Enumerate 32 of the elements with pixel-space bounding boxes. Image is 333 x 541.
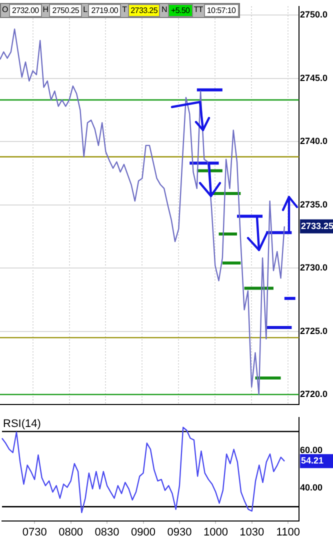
x-tick-label: 0930: [167, 526, 192, 538]
chart-title: RSI(14): [3, 418, 41, 430]
annotation: N: [160, 4, 168, 17]
y-tick-label: 2740.0: [300, 136, 328, 146]
text: 54.21: [301, 456, 324, 466]
x-tick-label: 0730: [22, 526, 47, 538]
y-tick-label: 2730.0: [300, 262, 328, 273]
y-tick-label: 2735.0: [300, 199, 328, 210]
text: 2733.25: [301, 220, 333, 231]
annotation: 2719.00: [88, 4, 122, 17]
x-tick-label: 1100: [276, 526, 300, 538]
annotation: TT: [192, 4, 204, 17]
annotation: 2732.00: [8, 4, 42, 17]
annotation: +5.50: [168, 4, 193, 17]
x-tick-label: 1030: [240, 526, 264, 538]
annotation: O: [1, 4, 9, 17]
x-tick-label: 1000: [203, 526, 228, 538]
annotation: L: [82, 4, 88, 17]
x-tick-label: 0830: [94, 526, 120, 538]
y-tick-label: 2750.0: [300, 10, 328, 20]
y-tick-label: 60.00: [300, 444, 323, 455]
y-tick-label: 2720.0: [300, 388, 328, 399]
annotation: 2750.25: [49, 4, 82, 17]
x-tick-label: 0800: [58, 526, 84, 538]
y-tick-label: 2725.0: [300, 326, 328, 336]
annotation: H: [42, 4, 50, 17]
y-tick-label: 40.00: [300, 482, 323, 492]
annotation: T: [121, 4, 128, 17]
annotation: 10:57:10: [204, 4, 239, 17]
y-tick-label: 2745.0: [300, 72, 328, 83]
annotation: 2733.25: [128, 4, 160, 17]
x-tick-label: 0900: [131, 526, 156, 538]
